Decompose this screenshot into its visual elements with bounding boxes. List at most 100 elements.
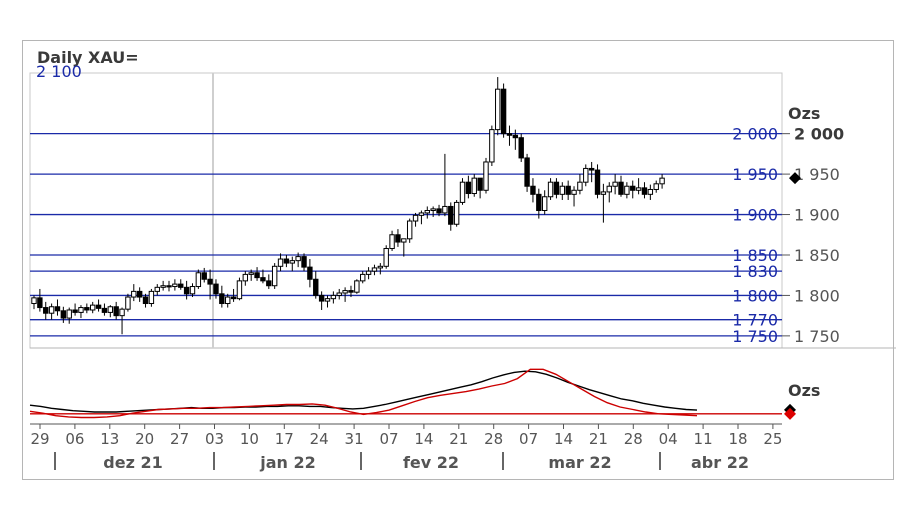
- y-tick-label: 1 900: [794, 206, 840, 225]
- candle-body: [142, 296, 149, 305]
- candle-body: [453, 201, 460, 225]
- candle-body: [266, 280, 272, 287]
- candle-body: [383, 248, 389, 267]
- candle-body: [318, 294, 325, 302]
- level-label: 1 950: [732, 165, 778, 184]
- x-tick-label: 21: [449, 430, 468, 448]
- x-tick-label: 28: [624, 430, 643, 448]
- x-tick-label: 10: [240, 430, 259, 448]
- candle-body: [236, 280, 243, 300]
- candle-body: [489, 129, 495, 163]
- candle-body: [500, 88, 507, 135]
- candle-body: [254, 272, 260, 279]
- candle-body: [330, 294, 337, 300]
- candle-body: [148, 290, 155, 305]
- x-tick-label: 25: [763, 430, 782, 448]
- candle-body: [465, 181, 472, 195]
- x-tick-label: 17: [275, 430, 294, 448]
- candle-body: [424, 210, 430, 214]
- x-tick-label: 07: [379, 430, 398, 448]
- candle-body: [172, 283, 178, 288]
- y-tick-label: 1 800: [794, 286, 840, 305]
- candle-body: [448, 205, 454, 225]
- month-label: fev 22: [403, 453, 459, 472]
- candle-body: [178, 283, 184, 288]
- candle-body: [295, 256, 301, 262]
- candle-body: [207, 278, 213, 285]
- x-tick-label: 13: [100, 430, 119, 448]
- candle-body: [242, 273, 249, 282]
- candle-body: [524, 157, 530, 187]
- candle-body: [418, 212, 425, 216]
- candle-body: [401, 238, 407, 243]
- candle-body: [248, 272, 254, 275]
- candle-body: [342, 290, 348, 294]
- level-label: 2 000: [732, 125, 778, 144]
- candle-body: [277, 258, 284, 267]
- candle-body: [189, 286, 196, 295]
- x-tick-label: 18: [728, 430, 747, 448]
- candle-body: [547, 181, 554, 198]
- x-tick-label: 06: [65, 430, 84, 448]
- candlestick-series: [31, 77, 665, 335]
- candle-body: [530, 185, 536, 195]
- candle-body: [583, 167, 589, 183]
- candle-body: [219, 293, 225, 305]
- x-tick-label: 03: [205, 430, 224, 448]
- month-label: mar 22: [548, 453, 611, 472]
- candle-body: [43, 307, 49, 314]
- candle-body: [119, 308, 125, 317]
- candle-body: [301, 256, 307, 268]
- y-tick-label: 1 850: [794, 246, 840, 265]
- month-label: dez 21: [103, 453, 162, 472]
- candle-body: [495, 88, 501, 131]
- candle-body: [230, 296, 237, 300]
- candle-body: [371, 267, 378, 272]
- candle-body: [348, 290, 354, 293]
- candle-body: [289, 260, 295, 264]
- candle-body: [442, 205, 448, 214]
- candle-body: [31, 297, 37, 305]
- candle-body: [95, 304, 102, 309]
- top-partial-label: 2 100: [36, 62, 82, 81]
- x-tick-label: 04: [659, 430, 678, 448]
- candle-body: [406, 220, 413, 240]
- candle-body: [48, 306, 55, 314]
- y-tick-label: 1 750: [794, 327, 840, 346]
- x-tick-label: 07: [519, 430, 538, 448]
- x-tick-label: 29: [30, 430, 49, 448]
- candle-body: [60, 310, 67, 319]
- candle-body: [612, 181, 618, 187]
- month-label: abr 22: [691, 453, 749, 472]
- chart-frame: [22, 40, 894, 480]
- candle-body: [354, 280, 360, 293]
- candle-body: [459, 181, 466, 203]
- axes-layer: 2 100 Ozs 2 000 1 950 1 900 1 850 1 800 1 750 29…: [30, 62, 844, 472]
- candle-body: [647, 188, 654, 195]
- candle-body: [653, 183, 659, 190]
- candle-body: [225, 296, 231, 305]
- candle-body: [512, 134, 519, 139]
- candle-body: [412, 214, 419, 222]
- last-value-marker: [789, 172, 801, 185]
- candle-body: [260, 277, 266, 282]
- main-plot-area: [29, 72, 783, 349]
- y-tick-label: 1 950: [794, 165, 840, 184]
- x-tick-label: 27: [170, 430, 189, 448]
- candle-body: [606, 185, 612, 193]
- x-tick-label: 28: [484, 430, 503, 448]
- candle-body: [565, 185, 571, 195]
- candle-body: [336, 292, 342, 296]
- candle-body: [90, 304, 96, 311]
- level-label: 1 800: [732, 286, 778, 305]
- candle-body: [518, 137, 524, 159]
- candle-body: [136, 290, 143, 298]
- candle-body: [360, 273, 366, 282]
- level-label: 1 850: [732, 246, 778, 265]
- candle-body: [107, 306, 114, 313]
- x-tick-label: 21: [589, 430, 608, 448]
- indicator-marker-red: [784, 407, 796, 420]
- candle-body: [183, 286, 190, 295]
- candle-body: [536, 193, 542, 212]
